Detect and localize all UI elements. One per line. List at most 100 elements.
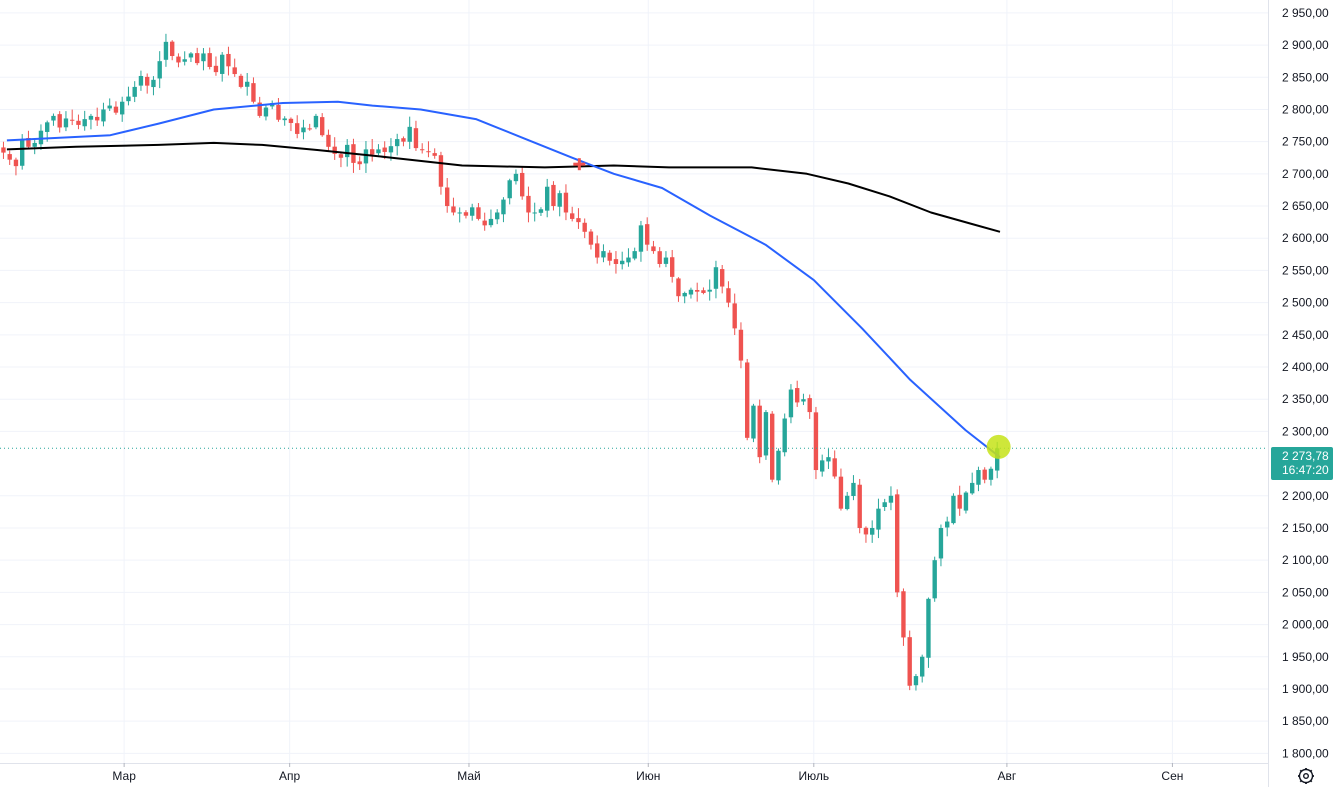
candle [538,207,544,217]
candle [63,111,69,132]
candle [226,46,231,76]
candles-group [1,33,1000,691]
candle-body [401,138,406,142]
candle-body [532,212,537,214]
candle-body [238,75,244,87]
candle-body [813,412,819,471]
candle-body [51,115,56,121]
candle [876,498,881,539]
candle [332,137,337,160]
candle-body [207,53,212,67]
candle-body [7,154,12,160]
candle-body [726,288,731,303]
candle [301,119,306,140]
chart-settings-button[interactable] [1296,766,1316,786]
candle-body [582,222,587,232]
candle [195,47,200,66]
candle [638,220,644,262]
candle [138,70,144,91]
candle-body [982,469,987,480]
candle-body [376,149,381,154]
candle [651,240,656,254]
candle-body [70,119,75,121]
candle [657,247,662,268]
candle [132,81,137,103]
candle-body [76,120,81,125]
candle-body [345,144,350,158]
candle [545,178,550,218]
candle-body [588,231,594,245]
candle-body [245,81,250,87]
candle [888,486,894,511]
candle-body [451,206,456,213]
candle-body [295,123,300,134]
candle [663,251,669,268]
candle [245,72,250,96]
candle-body [895,494,900,593]
candle-body [738,329,744,361]
candle [951,493,956,525]
candle-body [126,96,131,102]
current-price-badge: 2 273,78 16:47:20 [1271,447,1333,480]
y-tick-label: 2 550,00 [1282,263,1329,277]
candle-body [745,362,750,438]
candle [426,141,431,158]
candle [532,202,537,222]
candle [420,143,425,154]
candle [907,630,912,691]
candle [163,33,169,67]
candle [726,281,731,308]
candle [476,203,481,221]
candle-body [832,458,837,477]
candle-body [426,151,431,153]
candle-body [838,476,844,509]
candle [795,380,800,407]
candle [551,181,556,211]
x-tick-label: Июн [636,769,660,783]
candle [895,489,900,598]
candle-body [632,251,637,259]
candle [157,51,162,89]
candle-body [626,257,631,263]
candle [238,73,244,89]
candle [801,393,806,406]
y-tick-label: 2 200,00 [1282,489,1329,503]
candle [813,406,819,480]
candle-body [32,142,37,147]
candle [701,287,706,295]
candle-body [282,118,287,121]
candle-body [445,187,450,207]
candle [682,291,687,304]
candle [901,588,906,646]
candle [732,293,737,336]
candle-body [88,115,94,120]
candle-body [938,527,944,559]
candle-body [476,207,481,219]
chart-grid [0,0,1268,763]
candle-body [763,412,769,456]
candle-body [920,656,925,677]
candle-body [551,184,556,207]
candle [38,124,44,150]
candle [738,322,744,369]
candle [88,113,94,130]
x-tick-label: Мар [112,769,136,783]
candle [707,279,712,301]
candle [170,40,175,61]
candle [351,138,356,173]
candle-body [170,41,175,57]
candle-body [732,303,737,329]
candle [751,403,756,443]
candle [513,169,519,185]
y-tick-label: 2 750,00 [1282,135,1329,149]
candle-body [963,492,969,511]
candle [851,475,856,501]
candle [957,485,962,516]
candle-body [651,246,656,252]
candle [413,120,419,151]
candle-body [382,147,387,152]
candle [782,413,787,457]
candle-body [20,139,25,166]
candle-body [276,104,281,120]
candle [482,212,487,231]
